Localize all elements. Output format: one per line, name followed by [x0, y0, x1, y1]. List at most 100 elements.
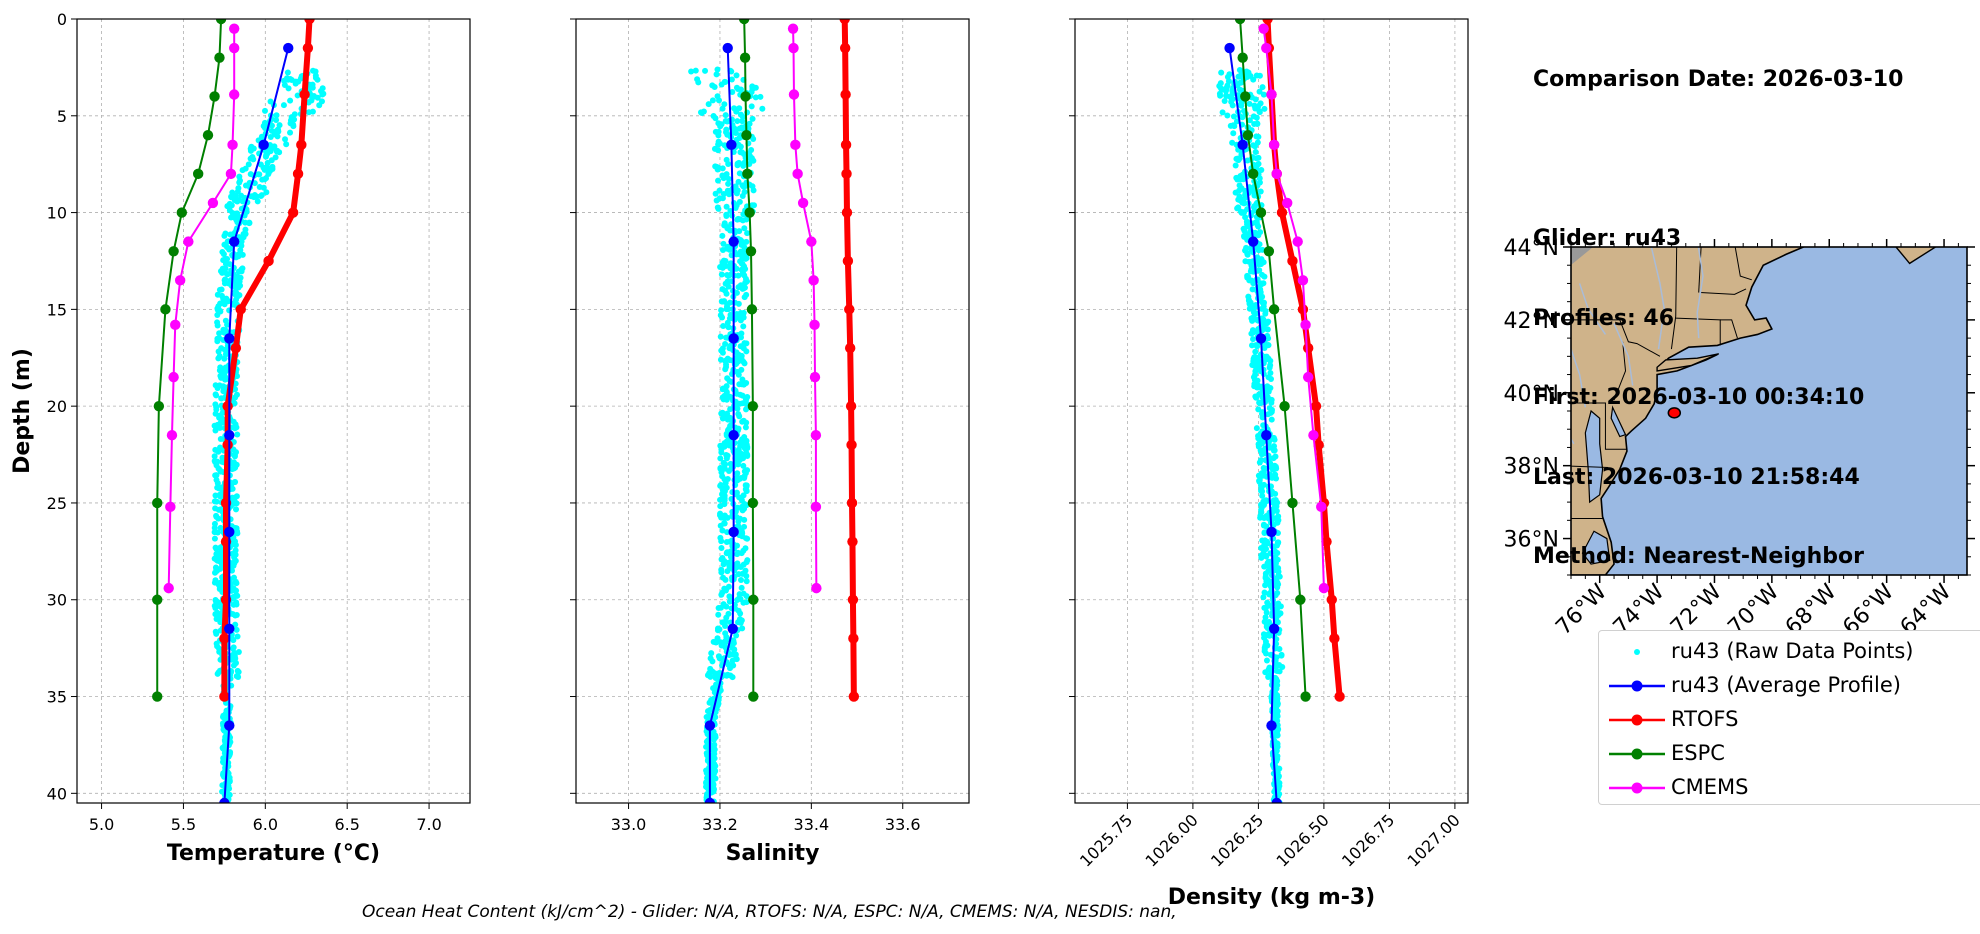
raw-point	[717, 481, 724, 488]
raw-point	[721, 476, 728, 483]
raw-point	[742, 406, 749, 413]
raw-point	[737, 610, 744, 617]
raw-point	[710, 748, 717, 755]
series-marker-rtofs	[1329, 633, 1340, 644]
raw-point	[741, 340, 748, 347]
raw-point	[727, 553, 734, 560]
legend-label: ru43 (Average Profile)	[1671, 673, 1901, 697]
raw-point	[721, 514, 728, 521]
raw-point	[720, 323, 727, 330]
raw-point	[724, 243, 731, 250]
raw-point	[739, 436, 746, 443]
raw-point	[215, 348, 222, 355]
state-border	[1670, 247, 1678, 350]
raw-point	[221, 346, 228, 353]
raw-point	[232, 541, 239, 548]
raw-point	[1260, 521, 1267, 528]
raw-point	[734, 118, 741, 125]
legend-swatch-espc	[1609, 748, 1665, 760]
raw-point	[1256, 459, 1263, 466]
series-line-rtofs	[841, 19, 857, 697]
raw-point	[222, 742, 229, 749]
raw-point	[1254, 254, 1261, 261]
series-marker-glider	[1271, 797, 1282, 803]
series-marker-espc	[1295, 594, 1306, 605]
raw-point	[245, 219, 252, 226]
series-marker-rtofs	[841, 168, 852, 180]
series-marker-glider	[224, 526, 235, 538]
map-corner	[1571, 247, 1593, 265]
raw-point	[230, 662, 237, 669]
raw-point	[290, 123, 297, 130]
raw-point	[1235, 73, 1242, 80]
series-marker-cmems	[806, 236, 817, 247]
legend-marker	[1631, 748, 1643, 760]
raw-point	[1249, 317, 1256, 324]
raw-point	[735, 425, 742, 432]
raw-point	[1256, 399, 1263, 406]
raw-point	[716, 195, 723, 202]
raw-point	[1261, 499, 1268, 506]
raw-point	[248, 143, 255, 150]
series-marker-rtofs	[235, 304, 246, 315]
raw-point	[273, 116, 280, 123]
raw-point	[212, 628, 219, 635]
raw-point	[740, 162, 747, 169]
raw-point	[218, 371, 225, 378]
series-marker-espc	[744, 207, 755, 218]
raw-point	[739, 261, 746, 268]
series-marker-cmems	[1302, 371, 1314, 383]
comparison-date: Comparison Date: 2026-03-10	[1533, 67, 1904, 92]
raw-point	[723, 614, 730, 621]
raw-point	[1248, 266, 1255, 273]
raw-point	[309, 81, 316, 88]
series-marker-glider	[1255, 333, 1267, 344]
raw-point	[1270, 434, 1277, 441]
raw-point	[702, 67, 709, 74]
legend-swatch-raw	[1634, 649, 1640, 655]
raw-point	[1274, 603, 1281, 610]
series-glider	[219, 42, 294, 803]
series-marker-glider	[728, 429, 739, 441]
raw-point	[722, 366, 729, 373]
state-border	[1613, 341, 1627, 401]
raw-point	[1254, 120, 1261, 127]
raw-point	[722, 639, 729, 646]
series-marker-espc	[1247, 168, 1259, 180]
raw-point	[216, 330, 223, 337]
raw-point	[225, 784, 232, 791]
raw-point	[734, 470, 741, 477]
series-marker-espc	[152, 594, 163, 605]
long-island	[1656, 353, 1720, 372]
raw-point	[1236, 187, 1243, 194]
raw-point	[737, 442, 744, 449]
raw-point	[749, 202, 756, 209]
raw-point	[1224, 112, 1231, 119]
raw-point	[733, 72, 740, 79]
raw-point	[743, 573, 750, 580]
raw-point	[741, 523, 748, 530]
legend-swatch-rtofs	[1609, 714, 1665, 726]
series-marker-cmems	[809, 319, 820, 331]
y-axis-label: Depth (m)	[10, 348, 35, 474]
series-marker-glider	[258, 139, 269, 151]
raw-point	[737, 356, 744, 363]
raw-point	[219, 269, 226, 276]
raw-point	[750, 136, 757, 143]
series-marker-rtofs	[1276, 207, 1288, 218]
raw-point	[759, 105, 766, 112]
raw-point	[240, 230, 247, 237]
series-marker-glider	[704, 720, 716, 731]
map-lat-label: 44°N	[1504, 236, 1559, 261]
series-marker-glider	[728, 333, 739, 344]
legend-entry-glider: ru43 (Average Profile)	[1599, 669, 1980, 703]
raw-point	[267, 133, 274, 140]
raw-point	[1270, 455, 1277, 462]
raw-point	[1267, 357, 1274, 364]
raw-point	[216, 612, 223, 619]
legend-entry-raw: ru43 (Raw Data Points)	[1599, 635, 1980, 669]
plot-area	[688, 19, 860, 803]
series-marker-espc	[739, 52, 751, 63]
raw-point	[717, 356, 724, 363]
raw-point	[214, 385, 221, 392]
